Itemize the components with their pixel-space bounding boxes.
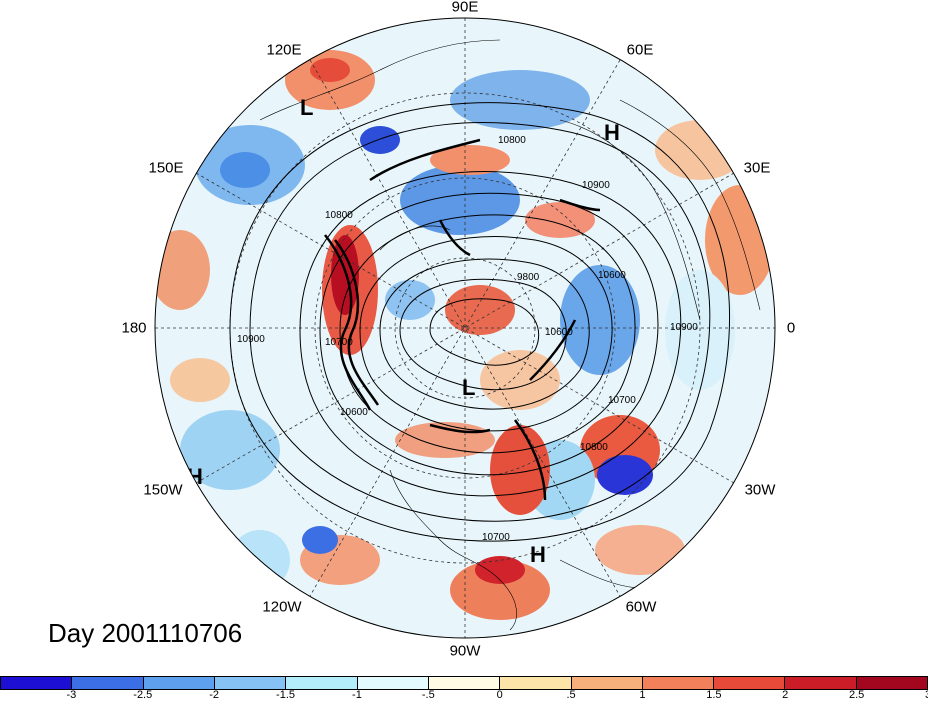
- lon-label-30w: 30W: [744, 481, 776, 499]
- lon-label-150w: 150W: [143, 481, 183, 499]
- coastlines: [259, 39, 761, 631]
- colorbar-swatch: [72, 676, 144, 690]
- colorbar: [0, 676, 928, 690]
- colorbar-ticks: -3 -2.5 -2 -1.5 -1 -.5 0 .5 1 1.5 2 2.5 3: [0, 689, 928, 702]
- lon-label-0: 0: [786, 319, 796, 337]
- colorbar-tick-label: 0: [496, 689, 503, 701]
- colorbar-swatch: [642, 676, 715, 690]
- contour-label-group: 10800 10900 10800 10700 10900 10600 1090…: [237, 135, 698, 543]
- colorbar-swatch: [714, 676, 786, 690]
- contour-label: 10900: [670, 322, 698, 333]
- colorbar-tick-label: 3: [925, 689, 928, 701]
- contour-label: 10800: [580, 442, 608, 453]
- colorbar-swatch: [286, 676, 358, 690]
- colorbar-tick-label: -3: [66, 689, 77, 701]
- map-boundary: [154, 17, 776, 639]
- colorbar-swatch: [571, 676, 643, 690]
- contour-label: 10800: [325, 210, 353, 221]
- high-center: H: [187, 464, 203, 489]
- height-contours: [229, 102, 730, 542]
- jet-contours: [324, 138, 601, 501]
- low-center: L: [462, 375, 475, 400]
- colorbar-swatch: [143, 676, 215, 690]
- colorbar-tick-label: -2: [209, 689, 220, 701]
- colorbar-tick-label: -.5: [421, 689, 435, 701]
- graticule: [155, 18, 775, 638]
- colorbar-tick-label: 2: [782, 689, 789, 701]
- colorbar-tick-label: 2.5: [848, 689, 865, 701]
- lon-label-90e: 90E: [451, 0, 479, 16]
- colorbar-tick-label: .5: [566, 689, 576, 701]
- lon-label-120e: 120E: [266, 41, 302, 59]
- high-center: H: [530, 542, 546, 567]
- contour-label: 10900: [582, 180, 610, 191]
- lon-label-150e: 150E: [148, 159, 184, 177]
- map-title: Day 2001110706: [48, 618, 243, 648]
- contour-label: 10700: [608, 395, 636, 406]
- contour-label: 10600: [598, 270, 626, 281]
- contour-label: 9800: [517, 272, 540, 283]
- lon-label-60e: 60E: [626, 41, 654, 59]
- lon-label-60w: 60W: [625, 598, 657, 616]
- lon-label-180: 180: [121, 319, 147, 337]
- colorbar-swatch: [428, 676, 501, 690]
- lon-label-90w: 90W: [449, 642, 481, 660]
- low-center: L: [300, 95, 313, 120]
- colorbar-tick-label: -1: [352, 689, 362, 701]
- colorbar-tick-label: 1: [639, 689, 646, 701]
- high-center: H: [604, 120, 620, 145]
- colorbar-swatch: [357, 676, 429, 690]
- colorbar-tick-label: 1.5: [706, 689, 722, 701]
- contour-label: 10800: [498, 135, 526, 146]
- colorbar-swatch: [500, 676, 572, 690]
- lon-label-30e: 30E: [743, 159, 771, 177]
- colorbar-swatch: [856, 676, 928, 690]
- contour-label: 10900: [237, 334, 265, 345]
- colorbar-swatch: [214, 676, 287, 690]
- contour-label: 10700: [482, 532, 510, 543]
- colorbar-tick-label: -2.5: [133, 689, 153, 701]
- lon-label-120w: 120W: [262, 598, 302, 616]
- contour-label: 10700: [325, 337, 353, 348]
- colorbar-swatch: [785, 676, 857, 690]
- contour-label: 10600: [340, 407, 368, 418]
- contour-label: 10600: [545, 327, 573, 338]
- colorbar-tick-label: -1.5: [276, 689, 296, 701]
- colorbar-swatch: [0, 676, 73, 690]
